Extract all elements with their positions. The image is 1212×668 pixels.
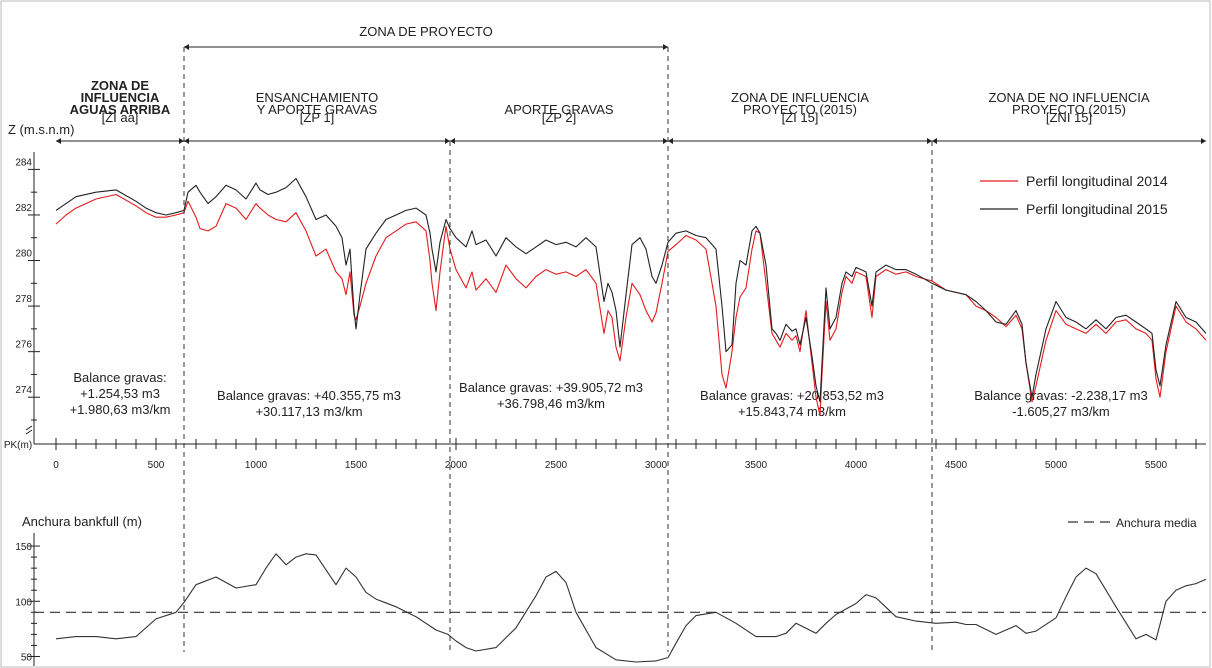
pk-tick-label: 4000: [845, 460, 868, 471]
zone-range-arrow-right: [927, 138, 932, 144]
balance-text: +1.254,53 m3: [80, 386, 160, 401]
zone-dividers: [183, 47, 933, 652]
zone-range-arrow-left: [56, 138, 61, 144]
y-tick-label: 282: [15, 203, 32, 214]
zone-code: [ZI 15]: [782, 110, 819, 125]
balance-text: Balance gravas: -2.238,17 m3: [974, 388, 1147, 403]
zone-code: [ZNI 15]: [1046, 110, 1092, 125]
y-tick-label: 280: [15, 249, 32, 260]
zone-title: ZONA DE NO INFLUENCIA: [988, 90, 1149, 105]
axis-break: [25, 425, 33, 435]
zone-title: INFLUENCIA: [81, 90, 160, 105]
pk-tick-label: 2500: [545, 460, 568, 471]
pk-tick-label: 1500: [345, 460, 368, 471]
mean-legend-label: Anchura media: [1116, 516, 1197, 530]
zone-range-arrow-left: [932, 138, 937, 144]
zone-title: AGUAS ARRIBA: [70, 102, 171, 117]
pk-tick-label: 1000: [245, 460, 268, 471]
y-tick-label: 276: [15, 340, 32, 351]
balance-text: +1.980,63 m3/km: [70, 402, 171, 417]
zone-title: PROYECTO (2015): [743, 102, 857, 117]
zone-title: ZONA DE: [91, 78, 149, 93]
zone-title: PROYECTO (2015): [1012, 102, 1126, 117]
y-tick-label: 278: [15, 294, 32, 305]
zone-code: [ZP 2]: [542, 110, 576, 125]
pk-tick-label: 3500: [745, 460, 768, 471]
balance-text: +36.798,46 m3/km: [497, 396, 605, 411]
zone-range-arrow-right: [663, 138, 668, 144]
zone-range-arrow-left: [450, 138, 455, 144]
zone-code: [ZI aa]: [102, 110, 139, 125]
balance-text: Balance gravas: +39.905,72 m3: [459, 380, 643, 395]
balance-text: +30.117,13 m3/km: [255, 404, 362, 419]
balance-text: +15.843,74 m3/km: [738, 404, 846, 419]
balance-text: Balance gravas: +20.853,52 m3: [700, 388, 884, 403]
width-y-tick-label: 50: [21, 652, 33, 663]
pk-tick-label: 2000: [445, 460, 468, 471]
pk-axis-label: PK(m): [4, 440, 32, 451]
profile-plot: Balance gravas:+1.254,53 m3+1.980,63 m3/…: [4, 122, 1207, 471]
pk-tick-label: 4500: [945, 460, 968, 471]
balance-text: Balance gravas:: [73, 370, 166, 385]
series-line-2015: [55, 177, 1207, 403]
balance-text: -1.605,27 m3/km: [1012, 404, 1110, 419]
width-y-tick-label: 150: [15, 542, 32, 553]
zone-range-arrow-right: [179, 138, 184, 144]
project-zone-arrowhead-right: [663, 44, 668, 50]
width-series-line: [55, 553, 1207, 663]
zone-title: ZONA DE INFLUENCIA: [731, 90, 869, 105]
legend-label: Perfil longitudinal 2014: [1026, 173, 1168, 189]
zone-code: [ZP 1]: [300, 110, 334, 125]
y-tick-label: 284: [15, 157, 32, 168]
pk-tick-label: 3000: [645, 460, 668, 471]
zone-range-arrow-left: [184, 138, 189, 144]
pk-tick-label: 5000: [1045, 460, 1068, 471]
project-zone-arrowhead-left: [184, 44, 189, 50]
legend-label: Perfil longitudinal 2015: [1026, 201, 1168, 217]
pk-tick-label: 0: [53, 460, 59, 471]
width-plot: Anchura bankfull (m) 50 100 150 Anchura medi…: [15, 514, 1207, 666]
zone-range-arrow-right: [1201, 138, 1206, 144]
zone-title: ENSANCHAMIENTO: [256, 90, 379, 105]
zone-range-arrow-left: [668, 138, 673, 144]
profile-ylabel: Z (m.s.n.m): [8, 122, 74, 137]
balance-text: Balance gravas: +40.355,75 m3: [217, 388, 401, 403]
project-zone-label: ZONA DE PROYECTO: [359, 24, 492, 39]
pk-tick-label: 500: [148, 460, 165, 471]
series-line-2014: [55, 193, 1207, 416]
zone-title: APORTE GRAVAS: [504, 102, 613, 117]
width-y-tick-label: 100: [15, 597, 32, 608]
y-tick-label: 274: [15, 385, 32, 396]
width-ylabel: Anchura bankfull (m): [22, 514, 142, 529]
zone-range-arrow-right: [445, 138, 450, 144]
zone-title: Y APORTE GRAVAS: [257, 102, 378, 117]
pk-tick-label: 5500: [1145, 460, 1168, 471]
